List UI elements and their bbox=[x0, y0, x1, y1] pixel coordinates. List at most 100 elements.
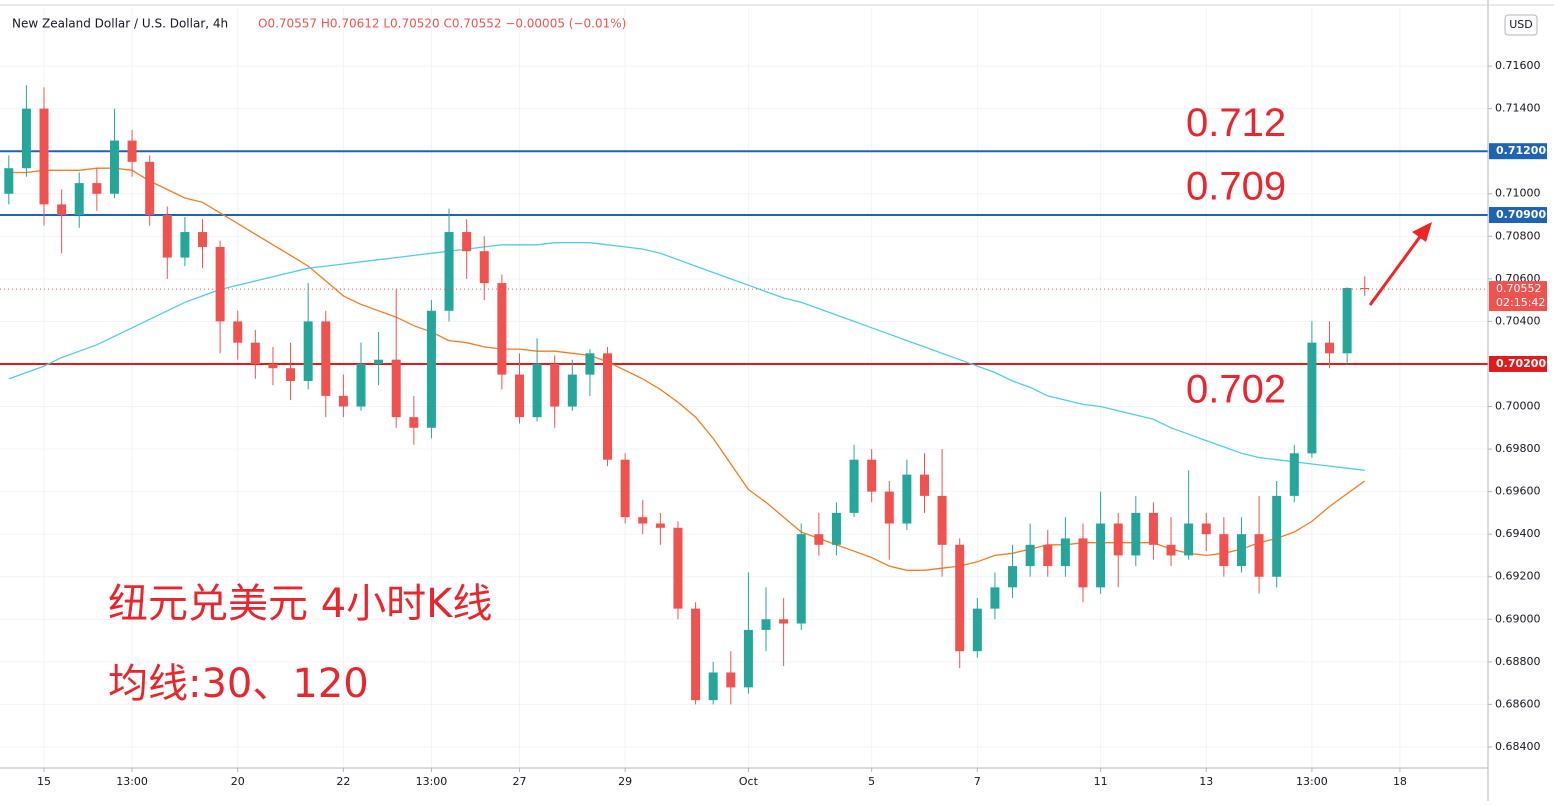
candle-body bbox=[268, 363, 278, 369]
candle bbox=[145, 155, 155, 226]
candle bbox=[620, 453, 630, 524]
candle-body bbox=[74, 183, 84, 216]
level-annotation: 0.702 bbox=[1186, 368, 1286, 412]
candle-body bbox=[1289, 453, 1299, 496]
candle bbox=[902, 459, 912, 530]
candle-body bbox=[902, 474, 912, 524]
candle bbox=[1342, 287, 1352, 364]
candle-body bbox=[955, 544, 965, 652]
candle bbox=[691, 602, 701, 705]
candle bbox=[1060, 517, 1070, 577]
candle bbox=[21, 85, 31, 177]
level-label: 0.70200 bbox=[1496, 357, 1546, 370]
x-tick-label: 11 bbox=[1094, 775, 1108, 788]
candle-body bbox=[1043, 544, 1053, 567]
candle bbox=[814, 512, 824, 556]
x-tick-label: 15 bbox=[37, 775, 51, 788]
candle-body bbox=[691, 608, 701, 701]
candle-body bbox=[1360, 288, 1370, 290]
x-tick-label: 22 bbox=[336, 775, 350, 788]
candle bbox=[233, 310, 243, 360]
current-price-label: 0.70552 bbox=[1496, 282, 1542, 295]
candle bbox=[162, 206, 172, 279]
candle-body bbox=[1254, 534, 1264, 577]
candle-body bbox=[127, 140, 137, 162]
candle bbox=[1131, 495, 1141, 567]
candle bbox=[1272, 480, 1282, 588]
candle-body bbox=[1325, 342, 1335, 354]
candle bbox=[655, 512, 665, 545]
candle bbox=[1078, 523, 1088, 603]
y-tick-label: 0.70800 bbox=[1495, 229, 1541, 242]
x-tick-label: 20 bbox=[231, 775, 245, 788]
candle-body bbox=[444, 232, 454, 311]
candle bbox=[444, 208, 454, 322]
candle bbox=[1236, 517, 1246, 573]
level-label-box bbox=[1489, 355, 1547, 372]
candle bbox=[1254, 495, 1264, 594]
candle-body bbox=[1008, 566, 1018, 588]
candle bbox=[426, 300, 436, 439]
x-tick-label: Oct bbox=[739, 775, 759, 788]
currency[interactable]: USD bbox=[1509, 18, 1533, 31]
candle bbox=[955, 538, 965, 669]
y-tick-label: 0.69600 bbox=[1495, 485, 1541, 498]
candle bbox=[867, 449, 877, 503]
candle-body bbox=[338, 395, 348, 407]
candle-body bbox=[21, 108, 31, 169]
candle-body bbox=[356, 363, 366, 407]
candle-body bbox=[1078, 538, 1088, 588]
y-tick-label: 0.71600 bbox=[1495, 59, 1541, 72]
candle bbox=[215, 240, 225, 354]
candle-body bbox=[990, 587, 1000, 609]
candle-body bbox=[1184, 523, 1194, 556]
candle-body bbox=[1131, 512, 1141, 556]
level-label: 0.71200 bbox=[1496, 144, 1546, 157]
candle-body bbox=[321, 321, 331, 396]
candle-body bbox=[585, 353, 595, 375]
candle-body bbox=[497, 283, 507, 375]
candle bbox=[391, 289, 401, 428]
candle-body bbox=[1201, 523, 1211, 535]
candle bbox=[1113, 512, 1123, 588]
candle bbox=[321, 310, 331, 418]
countdown: 02:15:42 bbox=[1496, 296, 1545, 309]
candle-body bbox=[1113, 523, 1123, 556]
candle-body bbox=[937, 495, 947, 545]
arrow bbox=[1368, 233, 1424, 306]
candle-body bbox=[1096, 523, 1106, 588]
candle-body bbox=[57, 204, 67, 216]
y-tick-label: 0.69000 bbox=[1495, 612, 1541, 625]
candle bbox=[1008, 544, 1018, 598]
y-tick-label: 0.70000 bbox=[1495, 400, 1541, 413]
candle-body bbox=[761, 619, 771, 630]
candle bbox=[303, 283, 313, 390]
plot: 0.712 0.709 0.702 bbox=[0, 85, 1488, 705]
x-tick-label: 13:00 bbox=[1296, 775, 1328, 788]
candle bbox=[198, 219, 208, 269]
ohlc-legend: O0.70557 H0.70612 L0.70520 C0.70552 −0.0… bbox=[258, 17, 626, 31]
candle bbox=[779, 598, 789, 667]
level-label-box bbox=[1489, 143, 1547, 160]
candle bbox=[1307, 321, 1317, 458]
level-annotation: 0.712 bbox=[1186, 101, 1286, 145]
candle bbox=[567, 359, 577, 411]
level-label-box bbox=[1489, 207, 1547, 224]
candle-body bbox=[1166, 544, 1176, 556]
candle-body bbox=[884, 491, 894, 524]
y-tick-label: 0.71000 bbox=[1495, 187, 1541, 200]
candle bbox=[374, 332, 384, 386]
candle bbox=[57, 189, 67, 254]
y-tick-label: 0.68600 bbox=[1495, 697, 1541, 710]
candle-body bbox=[867, 459, 877, 492]
x-tick-label: 18 bbox=[1393, 775, 1407, 788]
candle-body bbox=[1025, 544, 1035, 567]
candle bbox=[1166, 517, 1176, 567]
candle-body bbox=[514, 374, 524, 418]
candle-body bbox=[479, 251, 489, 284]
candle-body bbox=[743, 629, 753, 688]
candle bbox=[180, 217, 190, 267]
candle-body bbox=[532, 363, 542, 418]
candle bbox=[603, 346, 613, 467]
currency-badge[interactable] bbox=[1504, 14, 1538, 36]
